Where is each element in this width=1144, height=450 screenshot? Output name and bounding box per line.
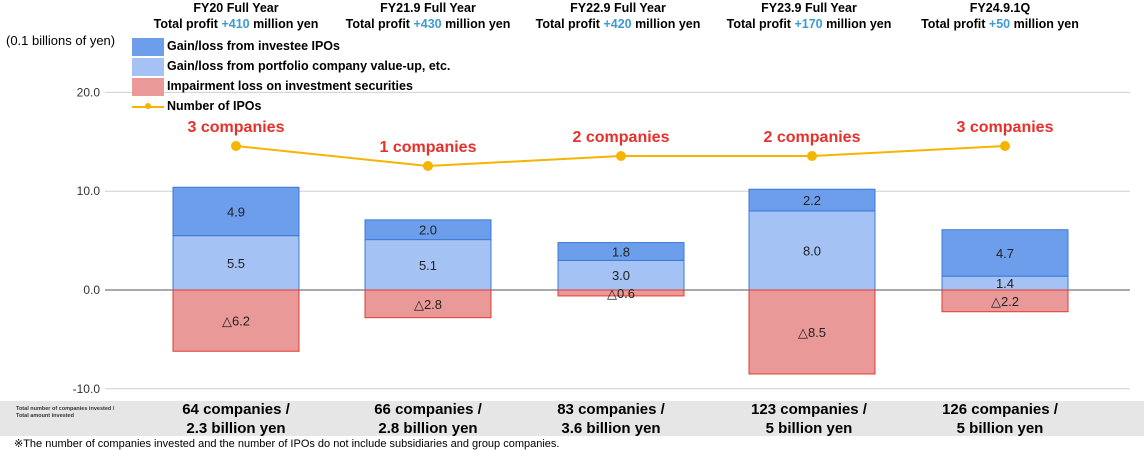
data-label: △2.8	[414, 297, 442, 312]
ipo-point	[1000, 141, 1010, 151]
footer-row-label: Total number of companies invested / Tot…	[16, 406, 115, 419]
header-fy23: FY23.9 Full Year Total profit +170 milli…	[709, 0, 909, 32]
legend-swatch	[132, 38, 164, 56]
header-profit: Total profit +430 million yen	[345, 17, 511, 31]
bar-segment	[364, 289, 492, 319]
data-label: 5.5	[227, 256, 245, 271]
header-profit: Total profit +420 million yen	[535, 17, 701, 31]
ipo-point	[807, 151, 817, 161]
footer-cell-fy24: 126 companies / 5 billion yen	[942, 401, 1058, 437]
bar-segment	[941, 289, 1069, 313]
ipo-label: 3 companies	[188, 119, 285, 136]
footer-cell-fy23: 123 companies / 5 billion yen	[751, 401, 867, 437]
footer-cell-fy20: 64 companies / 2.3 billion yen	[182, 401, 290, 437]
y-tick-label: 20.0	[77, 85, 101, 99]
ipo-label: 1 companies	[380, 139, 477, 156]
data-label: △8.5	[798, 325, 826, 340]
footer-cell-fy22: 83 companies / 3.6 billion yen	[557, 401, 665, 437]
bar-segment	[941, 229, 1069, 277]
data-label: 4.9	[227, 204, 245, 219]
bar-segment	[557, 289, 685, 297]
bar-segment	[748, 188, 876, 212]
data-label: △2.2	[991, 294, 1019, 309]
ipo-point	[231, 141, 241, 151]
data-label: 1.4	[996, 276, 1014, 291]
header-fy20: FY20 Full Year Total profit +410 million…	[136, 0, 336, 32]
footnote: ※The number of companies invested and th…	[14, 438, 560, 450]
header-period: FY20 Full Year	[193, 1, 279, 15]
legend-swatch	[132, 58, 164, 76]
header-fy21: FY21.9 Full Year Total profit +430 milli…	[328, 0, 528, 32]
header-profit: Total profit +410 million yen	[153, 17, 319, 31]
data-label: 3.0	[612, 268, 630, 283]
bar-segment	[172, 289, 300, 352]
header-period: FY21.9 Full Year	[380, 1, 476, 15]
header-profit: Total profit +170 million yen	[726, 17, 892, 31]
bar-segment	[364, 239, 492, 291]
data-label: 2.2	[803, 193, 821, 208]
bar-segment	[748, 289, 876, 375]
header-fy22: FY22.9 Full Year Total profit +420 milli…	[518, 0, 718, 32]
y-tick-label: -10.0	[73, 382, 101, 396]
unit-label: (0.1 billions of yen)	[6, 33, 116, 48]
bar-segment	[557, 242, 685, 261]
stacked-bar-chart: 20.0 10.0 0.0 -10.0 5.5 4.9 △6.2 5.1 2.0 △2.8 3.0 1…	[73, 85, 1130, 396]
legend-swatch	[132, 78, 164, 96]
bar-segment	[748, 210, 876, 291]
legend-label: Gain/loss from portfolio company value-u…	[167, 59, 451, 73]
bar-segment	[172, 186, 300, 237]
legend-dot	[145, 103, 151, 109]
legend-label: Impairment loss on investment securities	[167, 79, 413, 93]
legend-label: Gain/loss from investee IPOs	[167, 39, 340, 53]
ipo-label: 2 companies	[573, 129, 670, 146]
data-label: △0.6	[607, 286, 635, 301]
data-label: 1.8	[612, 244, 630, 259]
footer-band	[0, 401, 1144, 436]
ipo-point	[616, 151, 626, 161]
header-profit: Total profit +50 million yen	[921, 17, 1079, 31]
header-fy24: FY24.9.1Q Total profit +50 million yen	[900, 0, 1100, 32]
header-period: FY24.9.1Q	[969, 1, 1031, 15]
profit-value: +410	[221, 17, 250, 31]
profit-value: +430	[413, 17, 442, 31]
profit-value: +420	[603, 17, 632, 31]
data-label: 2.0	[419, 223, 437, 238]
profit-value: +170	[794, 17, 823, 31]
y-tick-label: 10.0	[77, 184, 101, 198]
footer-cell-fy21: 66 companies / 2.8 billion yen	[374, 401, 482, 437]
profit-value: +50	[988, 17, 1011, 31]
ipo-label: 2 companies	[764, 129, 861, 146]
bar-segment	[364, 219, 492, 241]
data-label: 8.0	[803, 243, 821, 258]
ipo-point	[423, 161, 433, 171]
data-label: 5.1	[419, 258, 437, 273]
header-period: FY23.9 Full Year	[761, 1, 857, 15]
legend-label: Number of IPOs	[167, 99, 262, 113]
data-label: △6.2	[222, 314, 250, 329]
ipo-label: 3 companies	[957, 119, 1054, 136]
data-label: 4.7	[996, 246, 1014, 261]
y-tick-label: 0.0	[83, 283, 100, 297]
bar-segment	[172, 235, 300, 291]
header-period: FY22.9 Full Year	[570, 1, 666, 15]
